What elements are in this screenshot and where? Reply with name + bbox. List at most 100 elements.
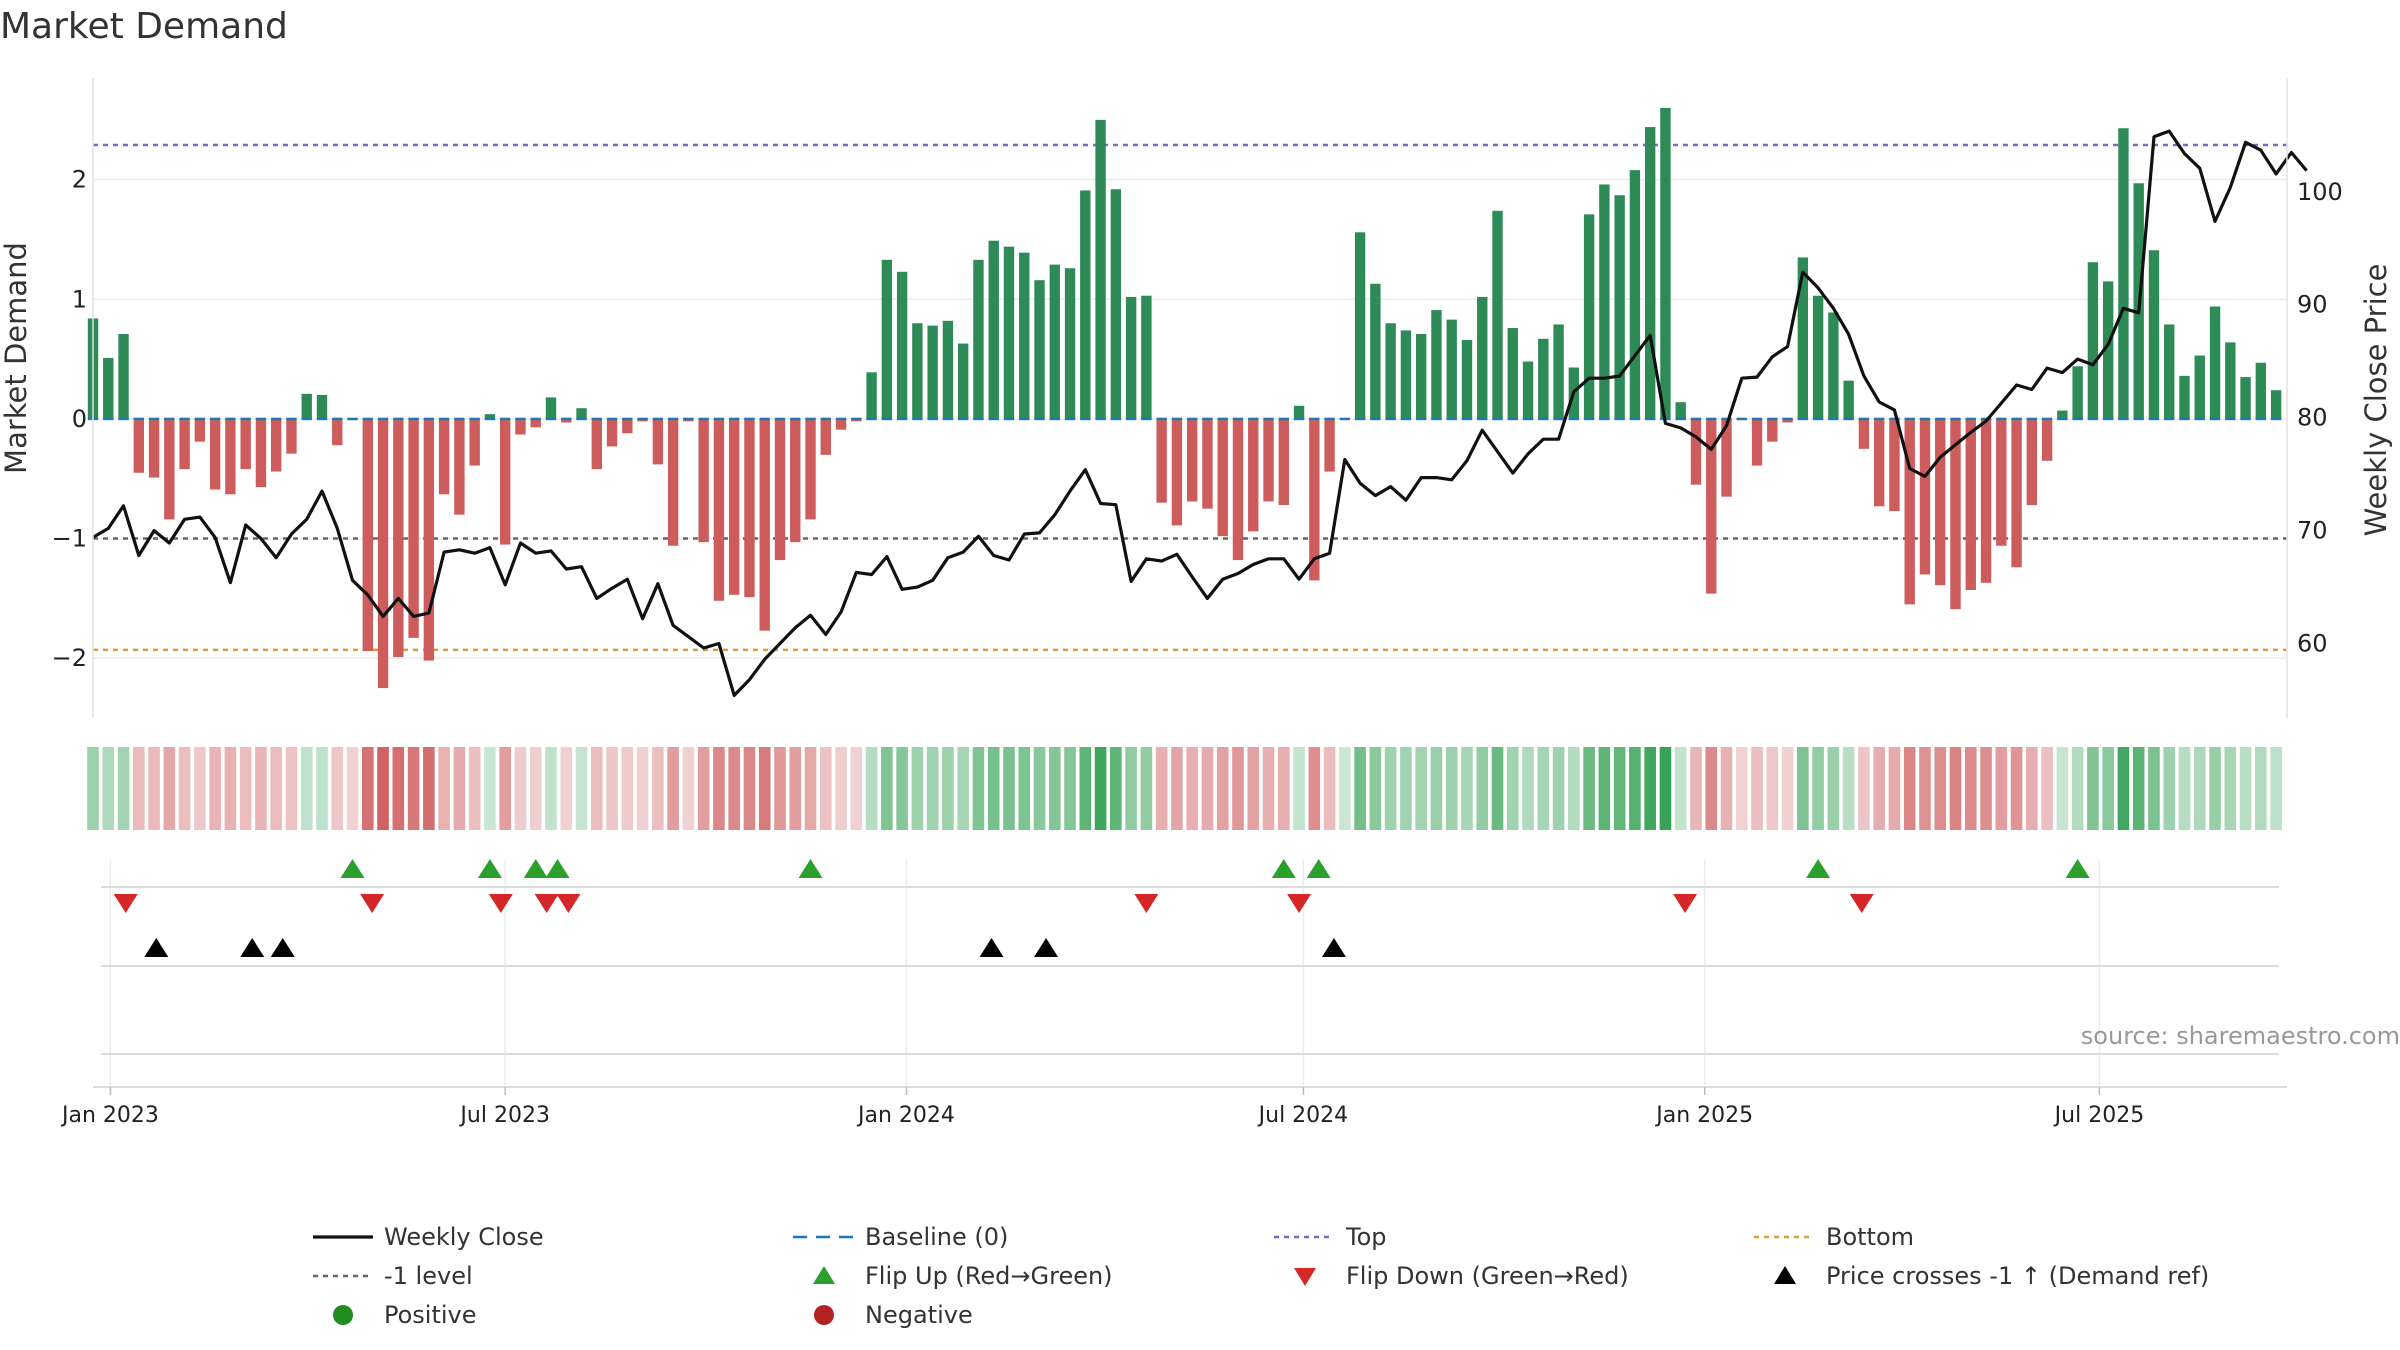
demand-heat-strip <box>87 747 2282 830</box>
demand-bar <box>1049 264 1060 419</box>
heat-cell <box>621 747 634 830</box>
demand-bar <box>1354 232 1366 419</box>
heat-cell <box>1690 747 1702 830</box>
demand-bar <box>148 418 160 478</box>
heat-cell <box>819 747 832 830</box>
legend-minus-one: -1 level <box>384 1262 473 1290</box>
heat-cell <box>2239 747 2252 830</box>
heat-cell <box>484 747 496 830</box>
demand-bar <box>2057 410 2068 419</box>
y-tick-label: −1 <box>52 525 87 553</box>
demand-bar <box>1812 295 1824 419</box>
heat-cell <box>331 747 344 830</box>
demand-bar <box>881 259 893 419</box>
heat-cell <box>896 747 908 830</box>
demand-bar <box>454 418 465 515</box>
demand-bar <box>316 395 328 419</box>
price-cross-marker <box>270 938 295 957</box>
heat-cell <box>1781 747 1794 830</box>
heat-cell <box>1980 747 1992 830</box>
weekly-close-line <box>92 129 2308 697</box>
demand-bar <box>2102 281 2114 419</box>
y-tick-label: −2 <box>52 644 87 672</box>
y-tick-label: 0 <box>72 405 87 433</box>
demand-bar <box>1370 283 1381 419</box>
legend-flip-up-icon <box>813 1266 835 1284</box>
demand-bar <box>957 343 969 419</box>
heat-cell <box>1751 747 1763 830</box>
demand-bar <box>1507 328 1518 419</box>
demand-bar <box>805 418 816 520</box>
legend-cross: Price crosses -1 ↑ (Demand ref) <box>1826 1262 2209 1290</box>
demand-bar <box>530 418 541 428</box>
demand-bar <box>393 418 404 657</box>
legend: Weekly Close Baseline (0) Top Bottom -1 … <box>313 1223 2209 1329</box>
axes <box>92 78 2288 1088</box>
heat-cell <box>865 747 878 830</box>
heat-cell <box>2041 747 2053 830</box>
gridlines <box>93 178 2287 1085</box>
heat-cell <box>224 747 237 830</box>
flip-down-marker <box>556 894 581 913</box>
heat-cell <box>1354 747 1366 830</box>
heat-cell <box>911 747 924 830</box>
demand-bar <box>896 271 908 419</box>
demand-bar <box>545 397 557 419</box>
heat-cell <box>407 747 420 830</box>
heat-cell <box>1705 747 1718 830</box>
flip-down-marker <box>1134 894 1159 913</box>
legend-flip-up: Flip Up (Red→Green) <box>865 1262 1113 1290</box>
demand-bar <box>1431 310 1442 419</box>
heat-cell <box>1720 747 1733 830</box>
heat-cell <box>1155 747 1168 830</box>
legend-positive: Positive <box>384 1301 477 1329</box>
legend-weekly-close: Weekly Close <box>384 1223 544 1251</box>
heat-cell <box>2209 747 2221 830</box>
legend-baseline: Baseline (0) <box>865 1223 1008 1251</box>
flip-down-marker <box>488 894 513 913</box>
heat-cell <box>1079 747 1092 830</box>
legend-top: Top <box>1345 1223 1387 1251</box>
heat-cell <box>209 747 221 830</box>
demand-bar <box>377 418 389 689</box>
demand-bar <box>240 418 251 470</box>
heat-cell <box>1277 747 1290 830</box>
y2-tick-label: 70 <box>2297 516 2328 544</box>
heat-cell <box>2010 747 2023 830</box>
heat-cell <box>1766 747 1779 830</box>
heat-cell <box>270 747 282 830</box>
demand-bar <box>1186 418 1198 502</box>
demand-bar <box>1843 380 1854 419</box>
x-tick-label: Jan 2023 <box>60 1103 159 1128</box>
demand-bar <box>2026 418 2038 506</box>
heat-cell <box>1934 747 1947 830</box>
demand-bar <box>1980 418 1992 583</box>
demand-bar <box>408 418 419 638</box>
demand-bar <box>225 418 236 495</box>
demand-bar <box>927 325 938 419</box>
heat-cell <box>1415 747 1427 830</box>
heat-cell <box>957 747 969 830</box>
heat-cell <box>239 747 252 830</box>
heat-cell <box>453 747 466 830</box>
demand-bar <box>2164 324 2175 419</box>
demand-bar <box>728 418 740 595</box>
demand-bar <box>332 418 343 446</box>
demand-bar <box>2209 306 2221 419</box>
demand-bar <box>255 418 267 488</box>
demand-bar <box>1904 418 1915 605</box>
demand-bar <box>1324 418 1335 472</box>
demand-bar <box>1156 418 1167 503</box>
heat-cell <box>1048 747 1061 830</box>
heat-cell <box>1171 747 1183 830</box>
demand-bar <box>1263 418 1274 502</box>
flip-down-marker <box>360 894 385 913</box>
demand-bar <box>1660 107 1671 419</box>
demand-bar <box>362 418 373 652</box>
demand-bar <box>179 418 190 470</box>
price-cross-marker <box>979 938 1004 957</box>
demand-bar <box>1629 170 1641 419</box>
flip-up-marker <box>1806 859 1831 878</box>
demand-bar <box>2194 355 2205 419</box>
right-y-ticks: 60 70 80 90 100 <box>2297 178 2343 657</box>
